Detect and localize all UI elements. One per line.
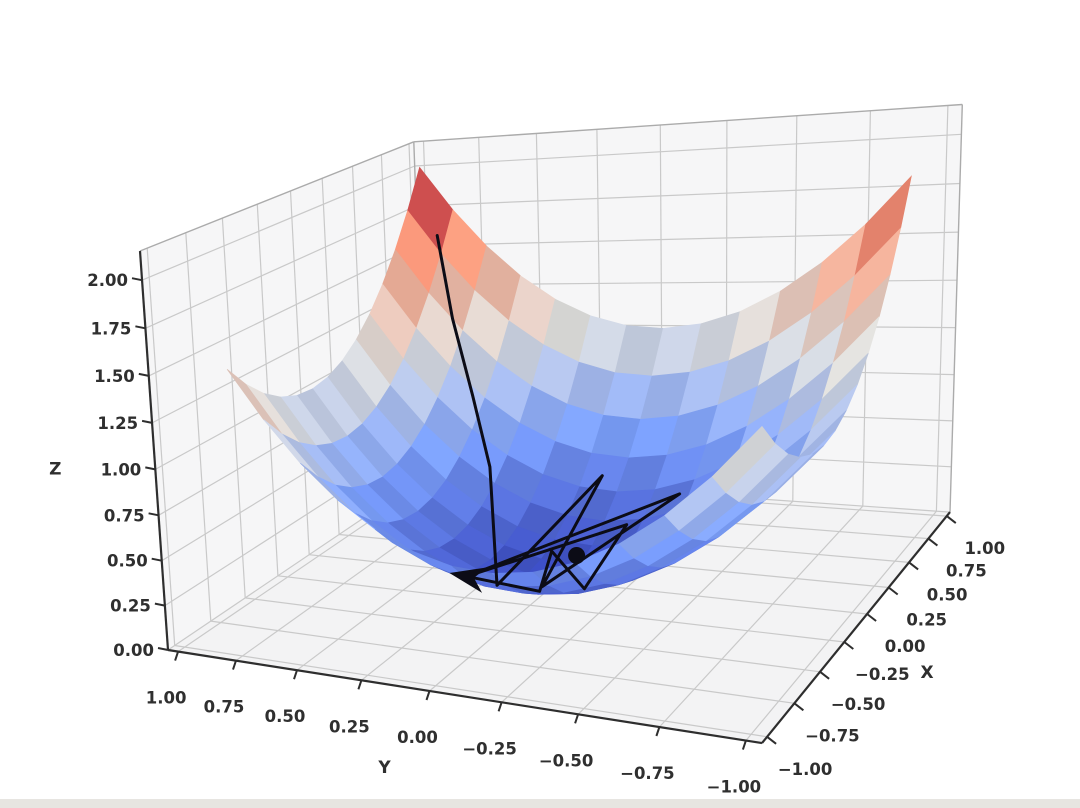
grid-line [148, 245, 418, 377]
surface-mesh [226, 166, 912, 595]
grid-line [210, 620, 795, 704]
grid-line [245, 597, 821, 673]
z-tick-label: 0.50 [107, 552, 148, 571]
grid-line [741, 740, 747, 750]
tick-marks [131, 277, 957, 750]
y-tick-label: 0.25 [329, 717, 370, 736]
grid-line [935, 105, 949, 512]
grid-line [145, 205, 417, 329]
axes-pane [140, 141, 426, 651]
grid-line [174, 651, 180, 661]
grid-line [908, 561, 919, 571]
grid-line [574, 713, 580, 724]
y-tick-label: 0.75 [204, 698, 245, 717]
minimum-marker-dot [568, 547, 586, 564]
grid-line [157, 647, 169, 651]
grid-line [151, 557, 162, 562]
z-tick-label: 1.50 [94, 367, 135, 386]
y-tick-label: 0.00 [397, 728, 438, 747]
grid-line [416, 182, 960, 207]
grid-line [232, 660, 237, 670]
x-tick-label: −0.50 [831, 695, 886, 714]
z-tick-label: 1.75 [91, 319, 132, 338]
gradient-descent-path [435, 234, 682, 593]
bottom-strip [0, 799, 1080, 808]
z-tick-label: 2.00 [87, 271, 128, 290]
grid-line [843, 641, 854, 650]
grid-line [425, 690, 431, 701]
x-tick-label: 0.75 [946, 562, 987, 581]
grid-line [293, 669, 298, 680]
z-tick-label: 1.00 [101, 460, 142, 479]
grid-line [174, 644, 768, 738]
grid-line [413, 103, 963, 143]
grid-line [135, 325, 146, 330]
z-axis-label: Z [49, 459, 61, 479]
y-tick-label: −0.50 [539, 751, 594, 770]
grid-line [167, 648, 763, 745]
grid-line [221, 218, 246, 598]
y-axis-label: Y [377, 758, 391, 778]
z-tick-label: 0.25 [110, 597, 151, 616]
grid-line [185, 232, 212, 622]
grid-line [793, 702, 805, 712]
grid-line [357, 679, 363, 690]
x-tick-label: 0.25 [906, 611, 947, 630]
x-tick-label: −1.00 [778, 760, 833, 779]
path-arrowhead-icon [449, 567, 488, 593]
z-tick-label: 0.75 [104, 506, 145, 525]
grid-line [927, 537, 939, 547]
grid-line [146, 248, 176, 646]
y-tick-label: 0.50 [265, 707, 306, 726]
y-tick-label: −0.75 [620, 764, 675, 783]
grid-line [414, 133, 962, 167]
grid-line [655, 726, 661, 737]
z-tick-label: 1.25 [97, 414, 138, 433]
grid-line [148, 512, 159, 517]
axis-letters: X Y Z [49, 459, 934, 778]
axis-spines [138, 250, 951, 745]
grid-line [745, 510, 937, 741]
grid-line [866, 613, 877, 622]
grid-line [888, 586, 899, 596]
grid-line [138, 250, 170, 651]
grid-line [138, 372, 149, 377]
x-tick-label: −0.75 [805, 726, 860, 745]
y-tick-label: 1.00 [146, 689, 187, 708]
grid-line [946, 515, 957, 524]
grid-line [256, 204, 279, 576]
grid-line [819, 671, 830, 680]
grid-line [131, 277, 143, 282]
x-tick-label: 0.00 [885, 637, 926, 656]
x-axis-label: X [921, 663, 934, 683]
grid-line [289, 190, 310, 555]
tick-labels: −1.00 −0.75 −0.50 −0.25 0.00 0.25 0.50 0.75 1.00… [87, 271, 1005, 796]
x-tick-label: 0.50 [927, 585, 968, 604]
x-tick-label: 1.00 [964, 539, 1005, 558]
descent-path-line [435, 234, 682, 593]
z-tick-label: 0.00 [113, 641, 154, 660]
grid-line [761, 511, 951, 744]
grid-line [277, 575, 845, 643]
x-tick-label: −0.25 [855, 665, 910, 684]
grid-line [139, 141, 415, 252]
surface-facet [711, 425, 776, 494]
grid-line [497, 701, 503, 712]
grid-line [145, 466, 156, 471]
grid-line [766, 736, 777, 745]
axes-pane [168, 475, 950, 744]
grid-line [577, 500, 794, 715]
grid-line [141, 419, 153, 424]
grid-line [949, 104, 963, 513]
y-tick-label: −1.00 [707, 778, 762, 797]
y-tick-label: −0.25 [462, 739, 517, 758]
grid-line [658, 505, 864, 728]
grid-line [154, 602, 166, 607]
grid-line [141, 165, 415, 281]
